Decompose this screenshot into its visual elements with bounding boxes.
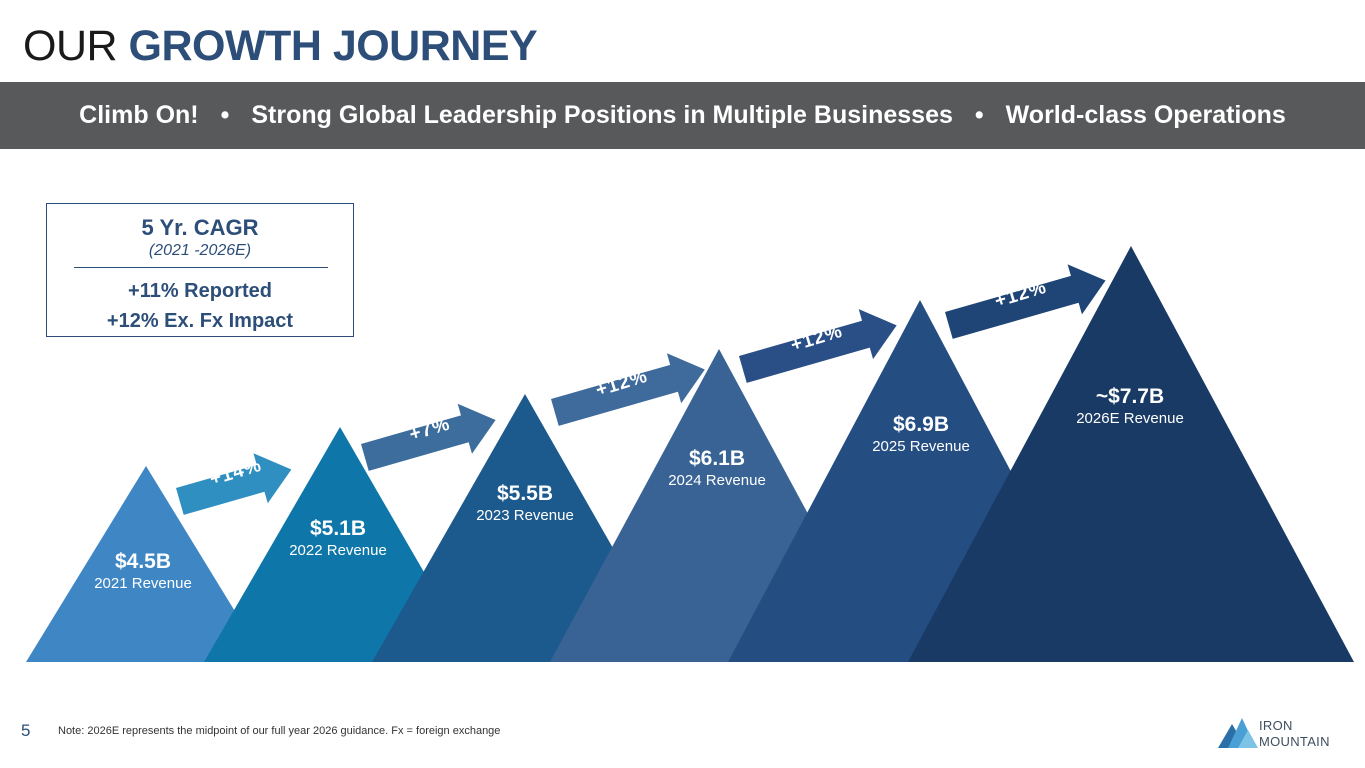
mountain-2026e [908, 246, 1354, 662]
banner-item-leadership: Strong Global Leadership Positions in Mu… [251, 101, 953, 129]
cagr-title: 5 Yr. CAGR [141, 215, 259, 240]
cagr-reported: +11% Reported [128, 280, 272, 302]
banner-separator: • [974, 101, 984, 129]
revenue-label-2026e: ~$7.7B 2026E Revenue [1050, 385, 1210, 428]
revenue-label-2022: $5.1B 2022 Revenue [258, 517, 418, 560]
tagline-banner: Climb On! • Strong Global Leadership Pos… [0, 82, 1365, 149]
revenue-value: $6.9B [892, 413, 950, 436]
logo-wordmark: IRON MOUNTAIN [1259, 718, 1330, 750]
revenue-label-2025: $6.9B 2025 Revenue [841, 413, 1001, 456]
page-title: OUR GROWTH JOURNEY [23, 22, 538, 70]
revenue-label-2023: $5.5B 2023 Revenue [445, 482, 605, 525]
revenue-value: $4.5B [114, 550, 172, 573]
page-title-prefix: OUR [23, 22, 118, 70]
revenue-label-2021: $4.5B 2021 Revenue [63, 550, 223, 593]
banner-separator: • [220, 101, 230, 129]
page-number: 5 [21, 721, 31, 740]
cagr-divider [74, 267, 328, 268]
growth-arrow-2024 [551, 353, 705, 426]
revenue-label-2024: $6.1B 2024 Revenue [637, 447, 797, 490]
revenue-value: $5.1B [309, 517, 367, 540]
cagr-period: (2021 -2026E) [148, 242, 252, 259]
revenue-year: 2024 Revenue [668, 472, 766, 489]
page-title-emphasis: GROWTH JOURNEY [128, 22, 538, 70]
revenue-value: $5.5B [496, 482, 554, 505]
logo-line-2: MOUNTAIN [1259, 734, 1330, 749]
logo-line-1: IRON [1259, 718, 1293, 733]
banner-item-operations: World-class Operations [1005, 101, 1286, 129]
revenue-year: 2023 Revenue [476, 507, 574, 524]
revenue-year: 2021 Revenue [94, 575, 192, 592]
mountain-2021 [26, 466, 266, 662]
cagr-callout-box: 5 Yr. CAGR (2021 -2026E) +11% Reported +… [46, 203, 354, 337]
footnote: Note: 2026E represents the midpoint of o… [58, 725, 501, 737]
cagr-ex-fx: +12% Ex. Fx Impact [106, 310, 294, 332]
growth-arrow-2022 [176, 453, 292, 515]
revenue-year: 2022 Revenue [289, 542, 387, 559]
banner-item-climb-on: Climb On! [79, 101, 199, 129]
revenue-value: ~$7.7B [1095, 385, 1165, 408]
revenue-year: 2026E Revenue [1076, 410, 1184, 427]
growth-arrow-2026e [945, 264, 1106, 339]
revenue-year: 2025 Revenue [872, 438, 970, 455]
iron-mountain-logo-icon [1218, 718, 1258, 748]
growth-arrow-2023 [361, 403, 496, 471]
growth-arrow-2025 [739, 309, 897, 383]
revenue-value: $6.1B [688, 447, 746, 470]
